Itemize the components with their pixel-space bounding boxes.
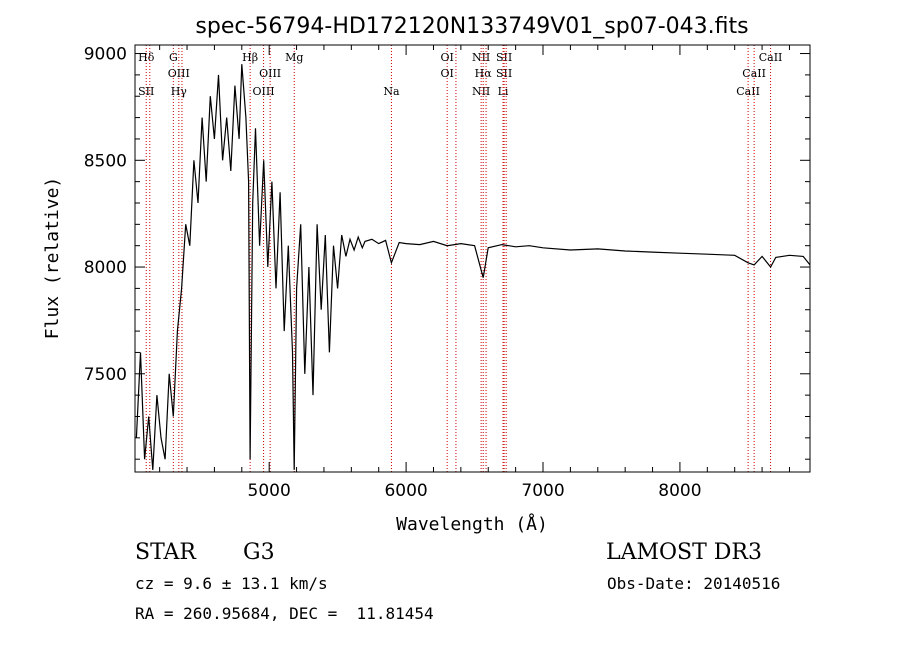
coordinates: RA = 260.95684, DEC = 11.81454 [135,604,434,623]
line-label-0-top: Hδ [138,51,155,64]
x-tick-label-2: 7000 [521,481,564,501]
axis-ticks: 5000 6000 7000 8000 7500 8000 8500 9000 [84,45,810,501]
line-label-12-bot: NII [472,85,490,98]
plot-frame [134,44,811,473]
y-tick-label-2: 8500 [84,151,127,171]
line-label-2-top: G [169,51,178,64]
line-label-9-bot: Na [383,85,400,98]
line-label-3-mid: OIII [168,67,190,80]
chart-title: spec-56794-HD172120N133749V01_sp07-043.f… [195,14,748,39]
spectrum-line [135,64,811,470]
y-tick-label-3: 9000 [84,45,127,65]
line-label-16-mid: SII [496,67,512,80]
line-label-0-bot: SII [138,85,154,98]
x-tick-label-3: 8000 [658,481,701,501]
line-label-18-bot: CaII [736,85,760,98]
y-axis-label: Flux (relative) [42,177,63,340]
y-tick-label-0: 7500 [84,365,127,385]
line-label-7-mid: OIII [259,67,281,80]
line-label-15-bot: Li [498,85,509,98]
y-tick-label-1: 8000 [84,258,127,278]
line-label-6-bot: OIII [253,85,275,98]
object-class: STAR [135,540,196,565]
object-subclass: G3 [243,540,275,565]
line-label-10-mid: OI [440,67,453,80]
redshift-value: cz = 9.6 ± 13.1 km/s [135,574,328,593]
line-label-20-top: CaII [759,51,783,64]
x-axis-label: Wavelength (Å) [396,513,548,535]
survey-name: LAMOST DR3 [606,540,762,565]
line-label-19-mid: CaII [742,67,766,80]
line-label-10-top: OI [440,51,453,64]
line-label-3-bot: Hγ [171,85,188,98]
observation-date: Obs-Date: 20140516 [607,574,781,593]
spectral-line-markers: HδSIIGOIIIHγHβOIIIOIIIMgNaOIOINIINIIHαLi… [138,45,782,472]
x-tick-label-1: 6000 [384,481,427,501]
x-tick-label-0: 5000 [248,481,291,501]
spectrum-series [135,64,811,470]
line-label-8-top: Mg [285,51,303,64]
line-label-13-mid: Hα [475,67,493,80]
line-label-5-top: Hβ [242,51,258,64]
line-label-16-top: SII [496,51,512,64]
line-label-12-top: NII [472,51,490,64]
